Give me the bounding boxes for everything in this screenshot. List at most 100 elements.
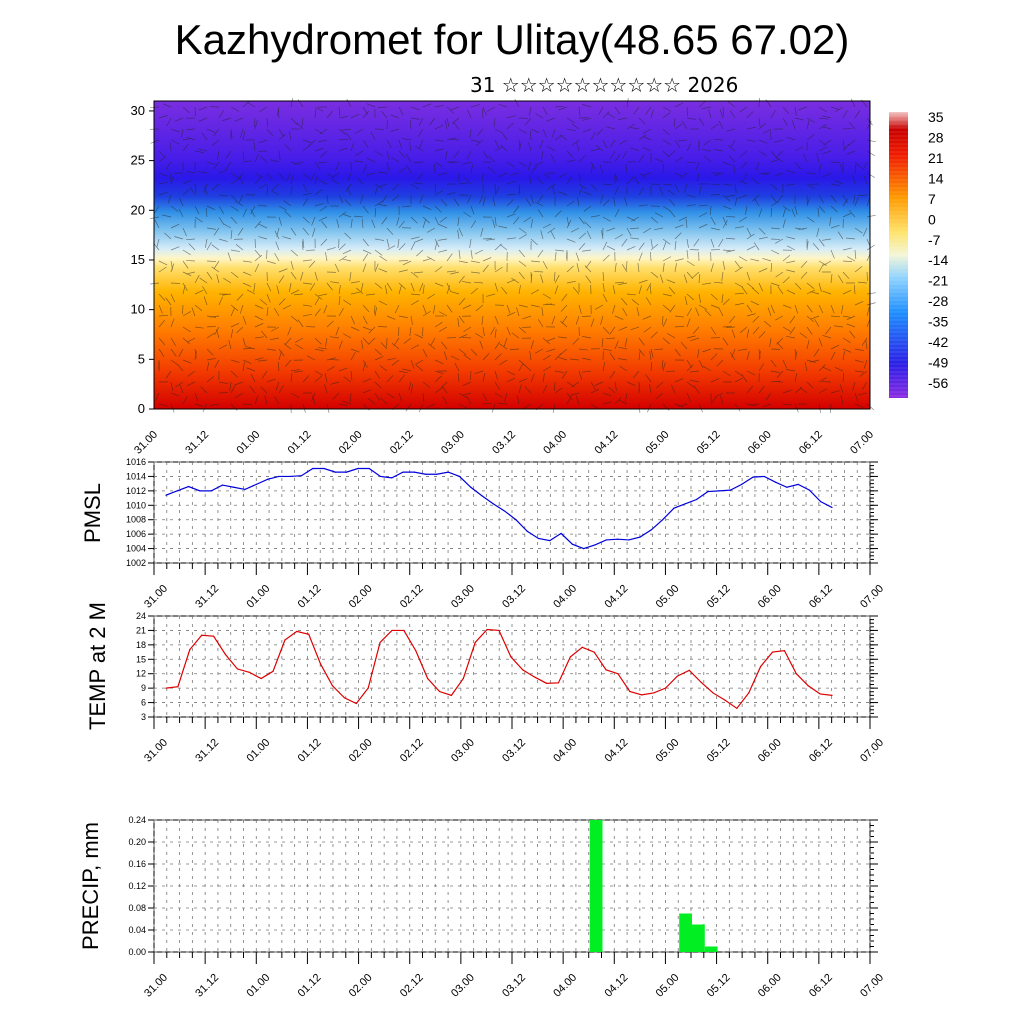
wind-arrow (770, 370, 780, 373)
wind-arrow (547, 227, 556, 234)
data-point (248, 671, 250, 673)
wind-arrow (758, 385, 765, 394)
wind-arrow (752, 194, 760, 202)
time-tick-label: 01.00 (234, 429, 262, 457)
colorbar-label: -42 (928, 334, 948, 350)
wind-arrow (310, 172, 316, 182)
wind-arrow (514, 98, 520, 108)
colorbar-label: 0 (928, 211, 936, 227)
wind-arrow (614, 340, 619, 350)
wind-arrow (806, 197, 811, 207)
wind-arrow (453, 198, 460, 207)
wind-arrow (578, 117, 589, 119)
wind-arrow (338, 296, 341, 306)
wind-arrow (419, 282, 424, 292)
wind-arrow (349, 392, 352, 403)
y-tick-label: 10 (131, 302, 145, 317)
wind-arrow (643, 227, 652, 234)
wind-arrow (668, 286, 676, 295)
wind-arrow (746, 233, 755, 240)
wind-arrow (829, 216, 832, 226)
time-tick-label: 03.12 (490, 429, 518, 457)
wind-arrow (506, 122, 514, 130)
wind-arrow (374, 263, 379, 273)
wind-arrow (434, 241, 438, 251)
wind-arrow (710, 326, 717, 335)
wind-arrow (318, 293, 328, 297)
data-point (438, 690, 441, 693)
data-point (819, 693, 821, 695)
wind-arrow (842, 348, 852, 353)
wind-arrow (430, 337, 436, 347)
wind-arrow (475, 304, 484, 312)
wind-arrow (558, 172, 568, 178)
wind-arrow (414, 238, 424, 243)
wind-arrow (614, 172, 619, 182)
wind-arrow (739, 216, 748, 222)
colorbar-label: -14 (928, 252, 948, 268)
data-point (379, 475, 382, 478)
wind-arrow (518, 271, 525, 280)
wind-arrow (350, 326, 360, 331)
wind-arrow (537, 194, 544, 203)
wind-arrow (727, 144, 736, 152)
wind-arrow (576, 263, 580, 273)
wind-arrow (596, 128, 604, 136)
wind-arrow (398, 139, 403, 149)
wind-arrow (554, 210, 562, 218)
wind-arrow (818, 117, 828, 120)
chart-title: Kazhydromet for Ulitay(48.65 67.02) (174, 16, 850, 63)
wind-arrow (848, 122, 856, 130)
wind-arrow (618, 282, 628, 286)
wind-arrow (434, 266, 443, 273)
wind-arrow (338, 106, 341, 116)
chart-subtitle: 31 ☆☆☆☆☆☆☆☆☆☆ 2026 (470, 73, 739, 97)
data-point (662, 519, 664, 521)
wind-arrow (271, 190, 280, 196)
wind-arrow (198, 106, 208, 111)
data-point (458, 475, 461, 478)
wind-arrow (324, 384, 328, 394)
wind-arrow (170, 282, 181, 284)
wind-arrow (422, 326, 424, 337)
wind-arrow (710, 227, 720, 231)
wind-arrow (278, 298, 286, 306)
wind-arrow (494, 353, 502, 361)
wind-arrow (444, 120, 448, 130)
wind-arrow (789, 315, 796, 324)
wind-arrow (314, 337, 322, 345)
wind-arrow (653, 348, 664, 350)
wind-arrow (770, 201, 780, 207)
precip-bar (704, 946, 718, 952)
wind-arrow (403, 337, 412, 344)
wind-arrow (703, 365, 712, 372)
wind-arrow (274, 308, 280, 317)
wind-arrow (661, 315, 664, 326)
wind-arrow (799, 387, 808, 394)
wind-arrow (810, 315, 820, 320)
wind-arrow (561, 370, 568, 379)
wind-arrow (830, 344, 840, 350)
wind-arrow (839, 164, 844, 174)
wind-arrow (409, 142, 412, 152)
wind-arrow (523, 216, 532, 223)
wind-arrow (786, 169, 796, 174)
wind-arrow (242, 208, 247, 218)
wind-arrow (758, 282, 764, 292)
wind-arrow (654, 157, 664, 163)
wind-arrow (518, 227, 527, 234)
wind-arrow (518, 234, 527, 240)
wind-arrow (570, 392, 580, 396)
wind-arrow (560, 304, 568, 312)
wind-arrow (374, 282, 383, 289)
wind-arrow (866, 302, 876, 306)
wind-arrow (438, 224, 448, 229)
wind-arrow (794, 351, 798, 361)
wind-arrow (698, 293, 702, 303)
wind-arrow (738, 348, 748, 351)
wind-arrow (494, 183, 496, 194)
wind-arrow (645, 297, 652, 306)
y-tick-label: 15 (136, 654, 146, 664)
wind-arrow (590, 403, 599, 410)
